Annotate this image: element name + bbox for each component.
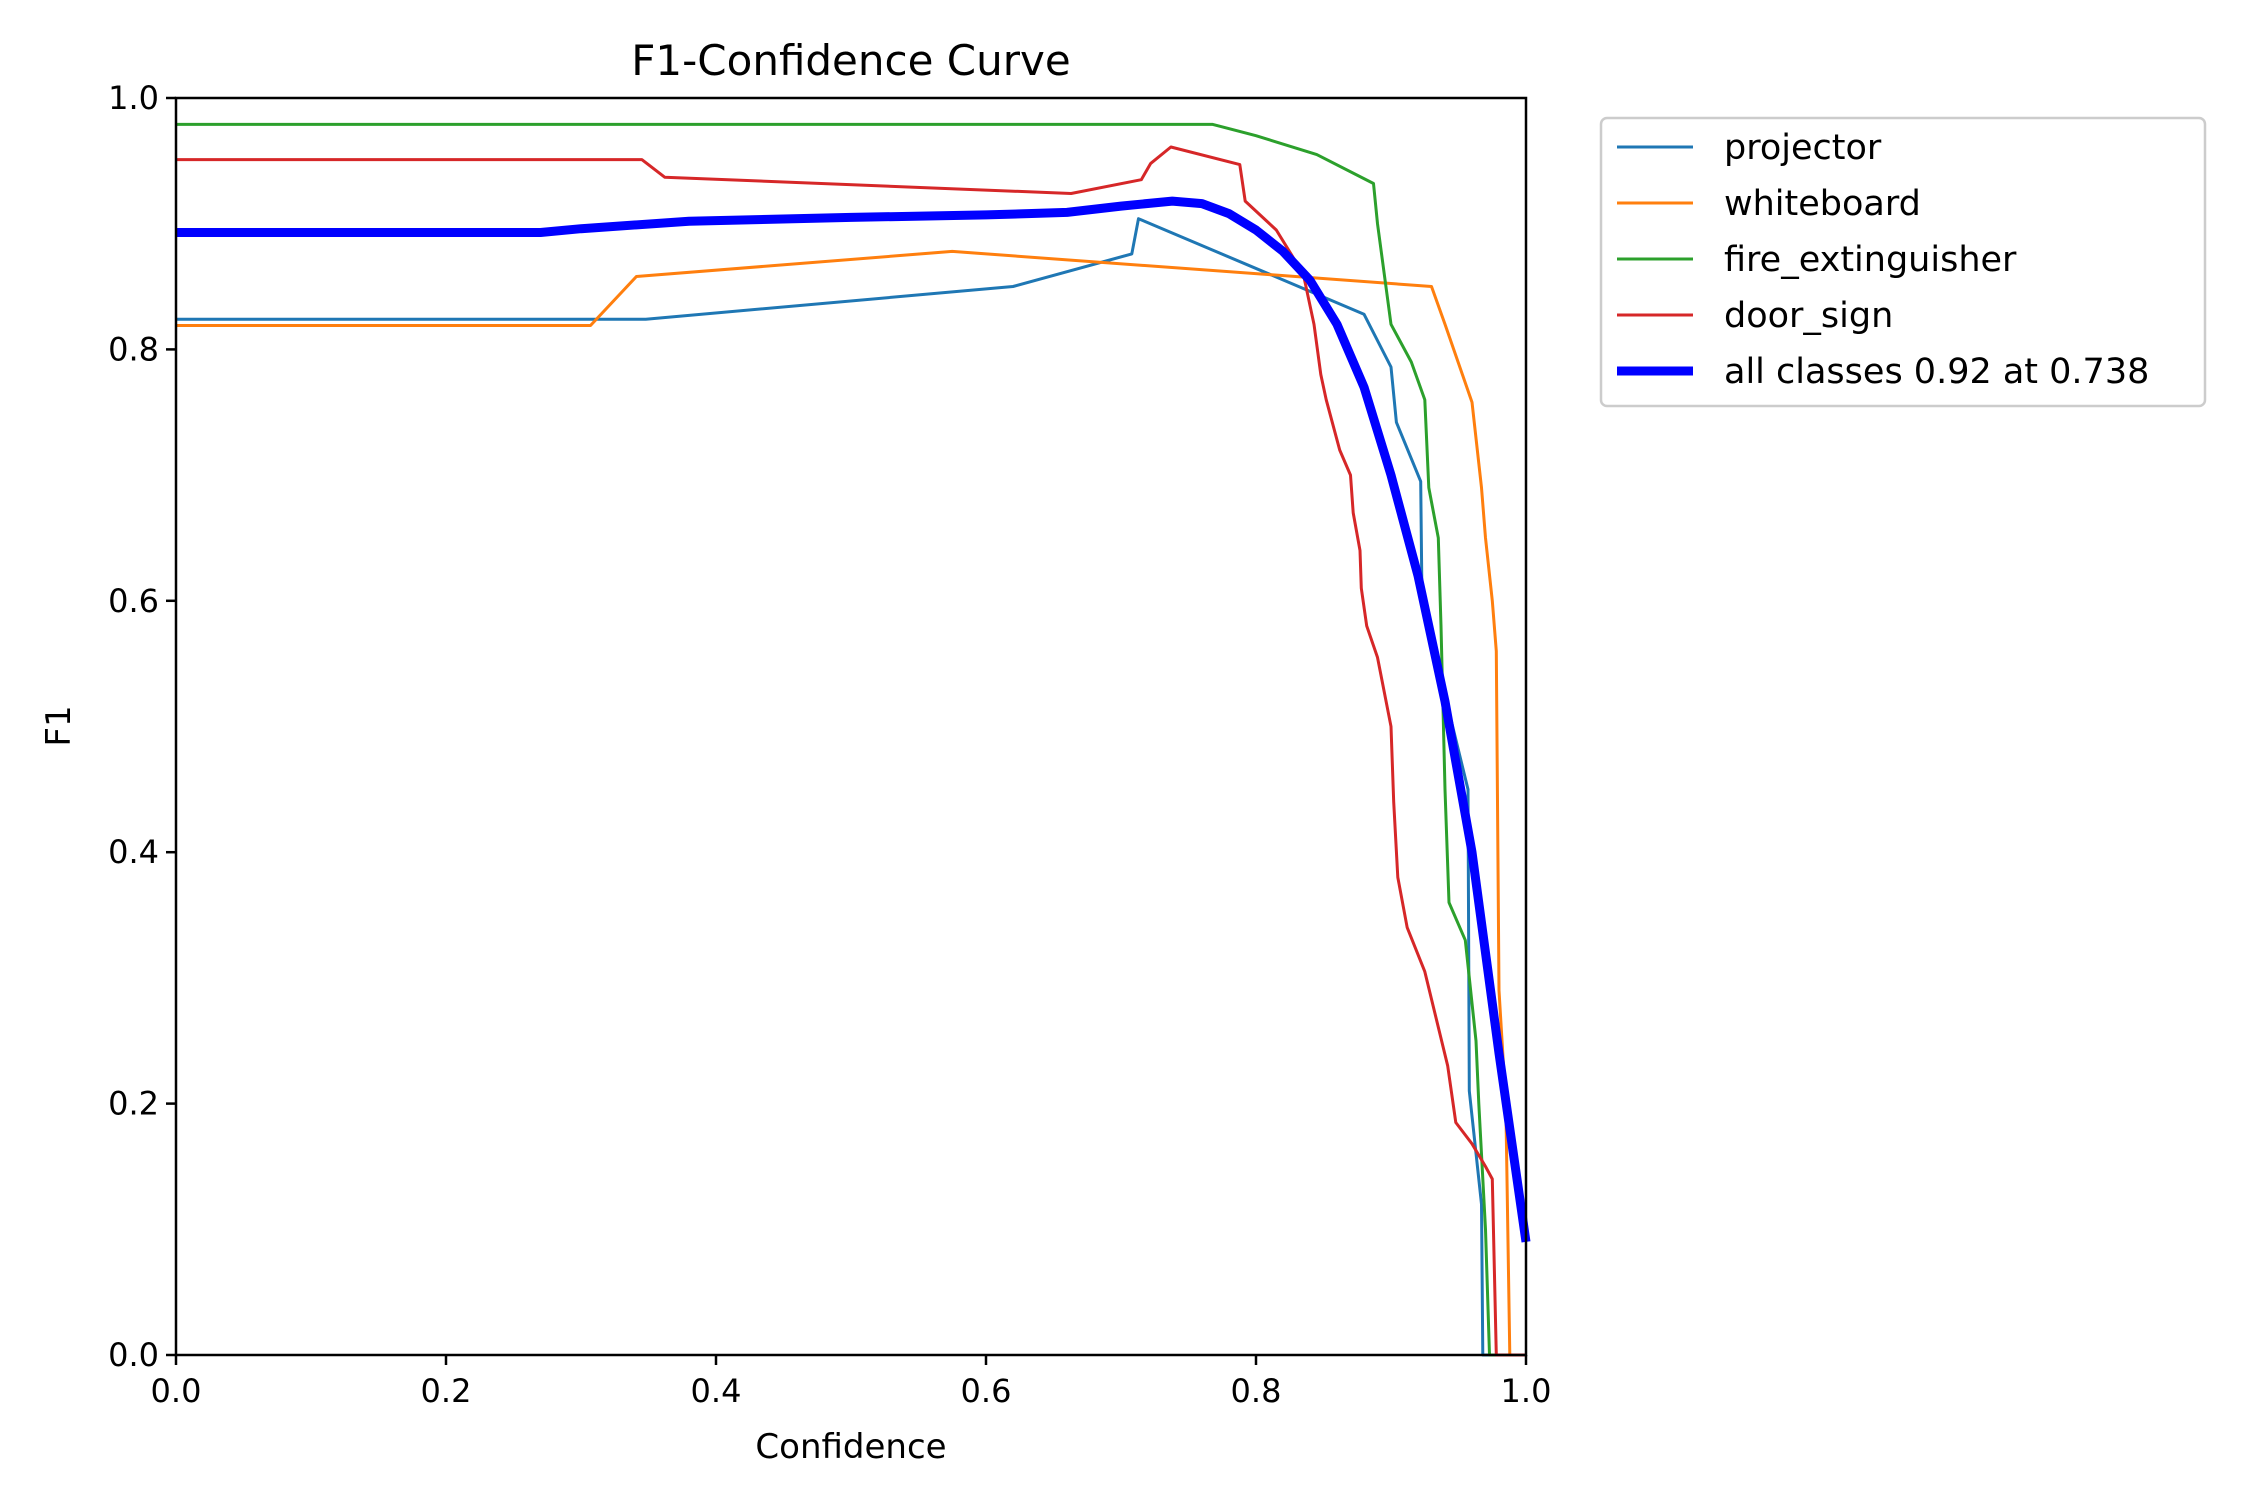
- series-line-all: [176, 196, 1531, 1243]
- x-tick-label: 1.0: [1501, 1372, 1552, 1410]
- x-tick-label: 0.4: [691, 1372, 742, 1410]
- y-tick-label: 0.8: [108, 330, 159, 368]
- legend: projector whiteboard fire_extinguisherdoor…: [1599, 116, 2207, 408]
- legend-label: whiteboard: [1724, 184, 1921, 224]
- legend-label: door_sign: [1724, 296, 1893, 336]
- series-line-fire-extinguisher: [176, 122, 1526, 1357]
- plot-frame: [174, 96, 1528, 1357]
- y-tick-label: 0.4: [108, 833, 159, 871]
- y-axis-ticks: 0.0 0.2 0.4 0.6 0.8 1.0: [108, 79, 176, 1374]
- series-line-door-sign: [176, 145, 1526, 1357]
- x-tick-label: 0.8: [1231, 1372, 1282, 1410]
- x-axis-ticks: 0.0 0.2 0.4 0.6 0.8 1.0: [151, 1355, 1552, 1410]
- x-tick-label: 0.2: [421, 1372, 472, 1410]
- x-axis-title: Confidence: [755, 1427, 946, 1467]
- x-tick-label: 0.0: [151, 1372, 202, 1410]
- legend-label: all classes 0.92 at 0.738: [1724, 352, 2149, 392]
- series-line-projector: [176, 217, 1526, 1357]
- y-tick-label: 0.0: [108, 1336, 159, 1374]
- plot-series: [176, 122, 1531, 1357]
- legend-label: projector: [1724, 128, 1882, 168]
- x-tick-label: 0.6: [961, 1372, 1012, 1410]
- y-tick-label: 0.6: [108, 582, 159, 620]
- legend-frame: [1599, 116, 2207, 408]
- legend-label: fire_extinguisher: [1724, 240, 2017, 280]
- y-axis-title: F1: [39, 705, 79, 746]
- y-tick-label: 1.0: [108, 79, 159, 117]
- y-tick-label: 0.2: [108, 1085, 159, 1123]
- chart-title: F1-Confidence Curve: [631, 36, 1070, 85]
